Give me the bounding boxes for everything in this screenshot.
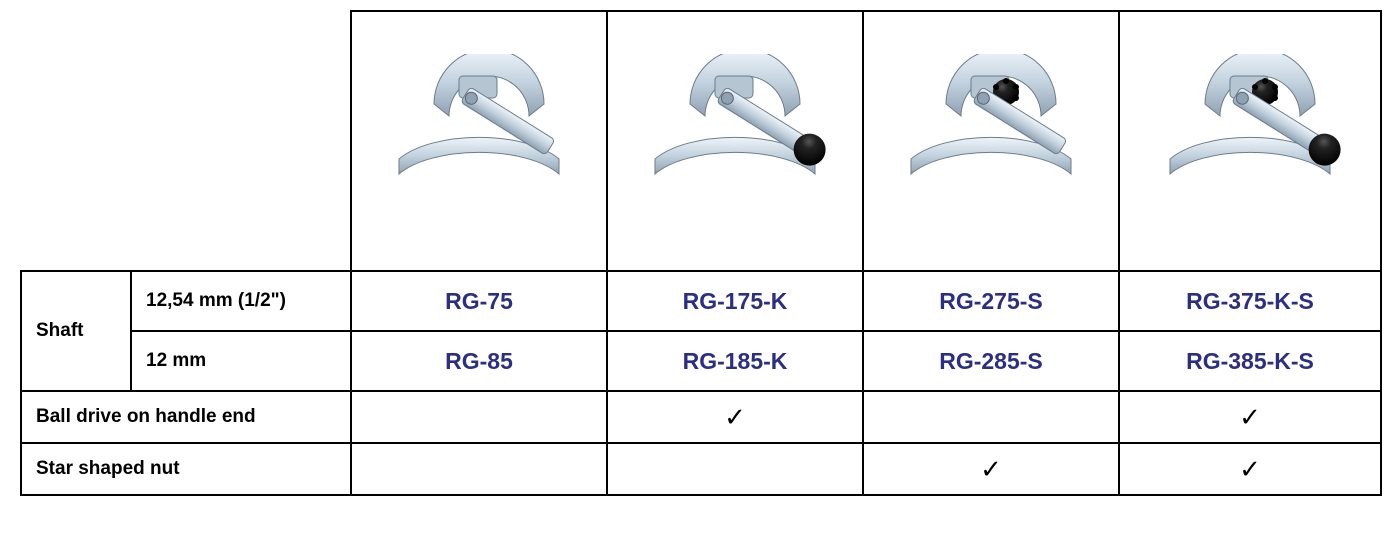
ball-drive-1: ✓ xyxy=(607,391,863,443)
code-3-shaft2: RG-385-K-S xyxy=(1119,331,1381,391)
code-0-shaft2: RG-85 xyxy=(351,331,607,391)
code-2-shaft2: RG-285-S xyxy=(863,331,1119,391)
star-nut-3: ✓ xyxy=(1119,443,1381,495)
shaft-row-2: 12 mm RG-85 RG-185-K RG-285-S RG-385-K-S xyxy=(21,331,1381,391)
shaft-size-2: 12 mm xyxy=(131,331,351,391)
ball-drive-row: Ball drive on handle end ✓ ✓ xyxy=(21,391,1381,443)
shaft-label: Shaft xyxy=(21,271,131,391)
blank-corner xyxy=(21,11,351,271)
star-nut-2: ✓ xyxy=(863,443,1119,495)
product-comparison-table: Shaft 12,54 mm (1/2") RG-75 RG-175-K RG-… xyxy=(20,10,1382,496)
code-1-shaft1: RG-175-K xyxy=(607,271,863,331)
code-1-shaft2: RG-185-K xyxy=(607,331,863,391)
ball-drive-3: ✓ xyxy=(1119,391,1381,443)
star-nut-0 xyxy=(351,443,607,495)
ball-drive-2 xyxy=(863,391,1119,443)
shaft-size-1: 12,54 mm (1/2") xyxy=(131,271,351,331)
regulator-icon xyxy=(379,54,579,224)
regulator-ball-star-icon xyxy=(1150,54,1350,224)
ball-drive-0 xyxy=(351,391,607,443)
product-image-cell-3 xyxy=(1119,11,1381,271)
code-0-shaft1: RG-75 xyxy=(351,271,607,331)
product-image-cell-1 xyxy=(607,11,863,271)
shaft-row-1: Shaft 12,54 mm (1/2") RG-75 RG-175-K RG-… xyxy=(21,271,1381,331)
star-nut-label: Star shaped nut xyxy=(21,443,351,495)
ball-drive-label: Ball drive on handle end xyxy=(21,391,351,443)
product-image-cell-2 xyxy=(863,11,1119,271)
star-nut-1 xyxy=(607,443,863,495)
image-row xyxy=(21,11,1381,271)
code-2-shaft1: RG-275-S xyxy=(863,271,1119,331)
code-3-shaft1: RG-375-K-S xyxy=(1119,271,1381,331)
product-image-cell-0 xyxy=(351,11,607,271)
star-nut-row: Star shaped nut ✓ ✓ xyxy=(21,443,1381,495)
regulator-star-icon xyxy=(891,54,1091,224)
regulator-ball-icon xyxy=(635,54,835,224)
